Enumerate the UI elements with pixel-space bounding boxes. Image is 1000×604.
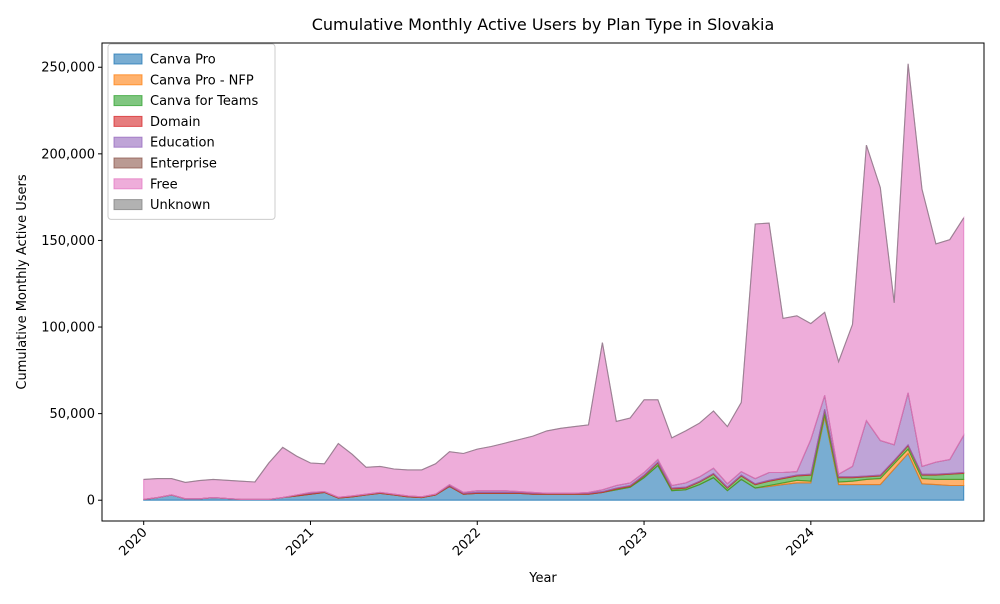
x-axis-label: Year	[528, 571, 557, 586]
x-tick-label: 2022	[450, 525, 484, 559]
x-tick-label: 2024	[784, 525, 818, 559]
y-axis-label: Cumulative Monthly Active Users	[15, 174, 30, 389]
legend-label: Education	[150, 136, 215, 151]
y-tick-label: 50,000	[50, 407, 96, 422]
legend-swatch	[113, 74, 143, 86]
legend-label: Canva for Teams	[150, 94, 258, 109]
y-tick-label: 100,000	[41, 321, 95, 336]
x-axis: 2020 2021 2022 2023 2024	[117, 521, 818, 559]
y-tick-label: 200,000	[41, 147, 95, 162]
legend-swatch	[113, 178, 143, 190]
legend-swatch	[113, 157, 143, 169]
legend-label: Canva Pro - NFP	[150, 73, 254, 88]
legend-swatch	[113, 53, 143, 65]
legend-swatch	[113, 95, 143, 107]
y-tick-label: 0	[87, 494, 95, 509]
x-tick-label: 2020	[117, 525, 151, 559]
plot-frame	[101, 42, 985, 522]
y-axis: 0 50,000 100,000 150,000 200,000 250,000	[41, 61, 102, 509]
legend-label: Enterprise	[150, 157, 217, 172]
legend-label: Domain	[150, 115, 200, 130]
y-tick-label: 250,000	[41, 61, 95, 76]
legend-label: Canva Pro	[150, 53, 216, 68]
legend-swatch	[113, 136, 143, 148]
legend: Canva Pro Canva Pro - NFP Canva for Teams D…	[107, 43, 276, 220]
chart-title: Cumulative Monthly Active Users by Plan …	[312, 15, 775, 34]
legend-label: Free	[150, 177, 178, 192]
legend-label: Unknown	[150, 198, 210, 213]
y-tick-label: 150,000	[41, 234, 95, 249]
area-layers	[143, 63, 965, 501]
legend-box	[107, 43, 276, 220]
area-unknown	[143, 63, 965, 483]
x-tick-label: 2023	[617, 525, 651, 559]
x-tick-label: 2021	[283, 525, 317, 559]
legend-swatch	[113, 115, 143, 127]
legend-swatch	[113, 199, 143, 211]
